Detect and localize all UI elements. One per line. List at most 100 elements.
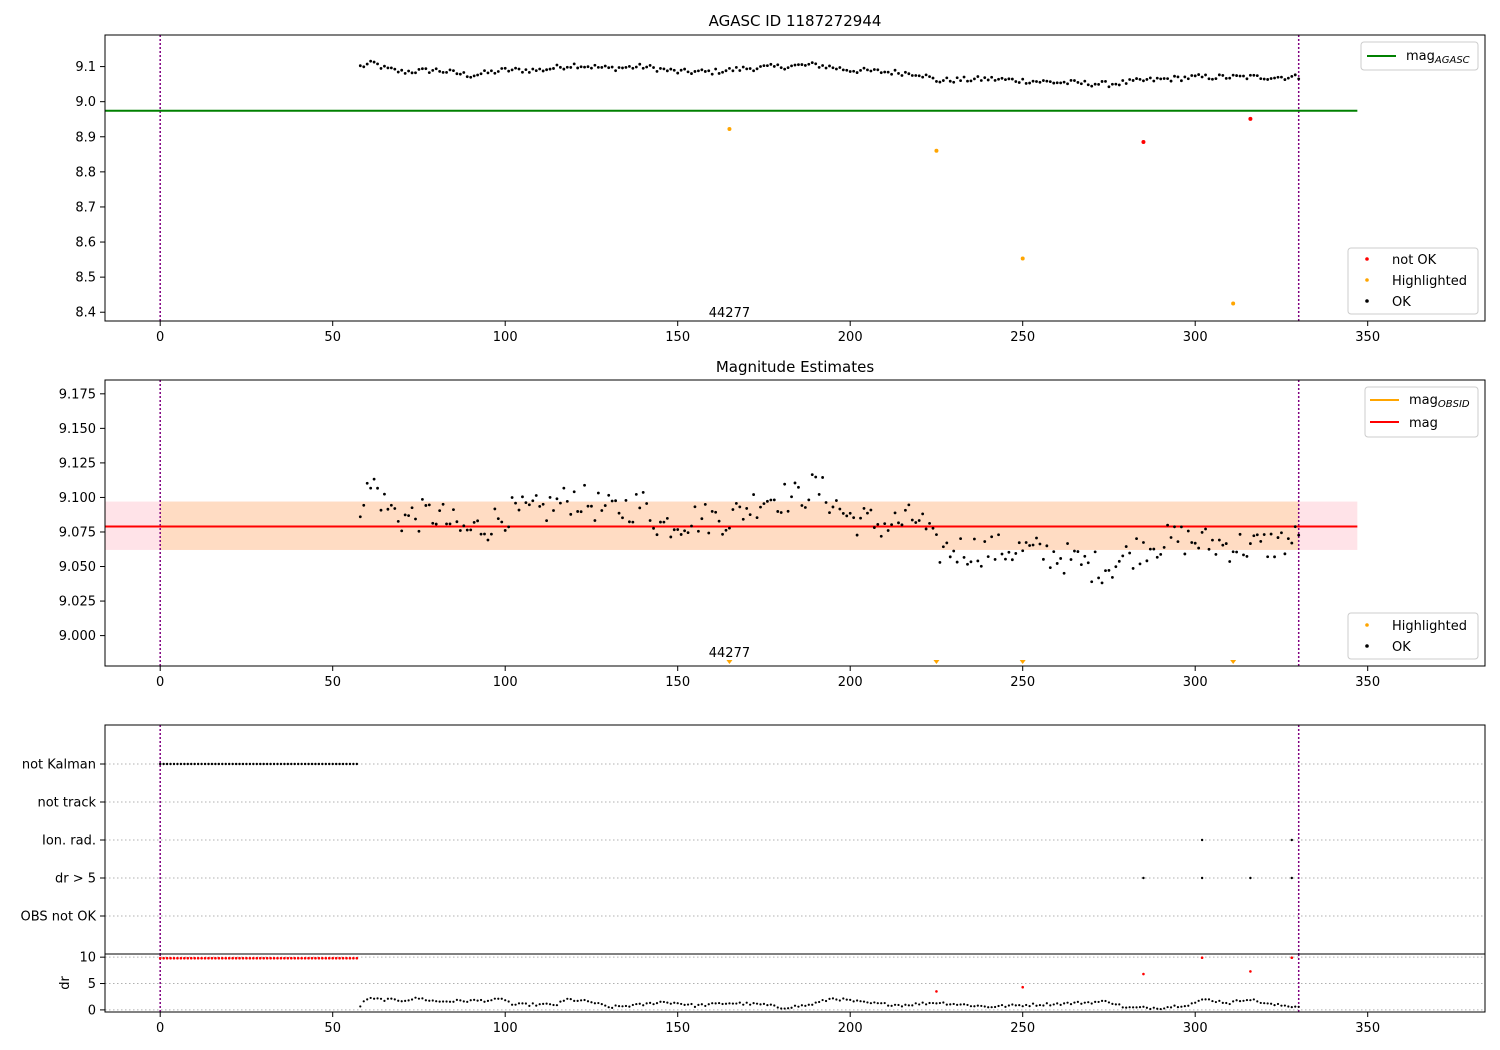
agasc-ok-point xyxy=(924,73,928,77)
dr-ok-point xyxy=(887,1004,890,1007)
agasc-ok-point xyxy=(731,69,735,73)
agasc-ok-point xyxy=(1290,75,1294,78)
dr-ok-point xyxy=(466,1000,469,1003)
agasc-ok-point xyxy=(579,65,583,69)
est-ok-point xyxy=(693,505,697,509)
dr-ok-point xyxy=(883,1001,886,1005)
agasc-ok-point xyxy=(941,79,945,82)
agasc-ok-point xyxy=(1276,75,1280,79)
agasc-ok-point xyxy=(862,66,866,70)
agasc-ok-point xyxy=(431,69,435,72)
dr-ok-point xyxy=(621,1005,624,1008)
dr-ok-point xyxy=(1063,1002,1066,1005)
dr-ok-point xyxy=(969,1005,973,1008)
est-ok-point xyxy=(838,507,842,511)
dr-ok-point xyxy=(1121,1006,1124,1009)
agasc-ok-point xyxy=(1007,77,1011,81)
dr-ok-point xyxy=(1056,1002,1059,1005)
legend-mag-label: mag xyxy=(1409,416,1438,431)
est-ok-point xyxy=(1166,523,1169,527)
agasc-ok-point xyxy=(458,72,462,76)
flag-row-label: Ion. rad. xyxy=(42,834,96,849)
est-ok-point xyxy=(1152,547,1156,551)
agasc-ok-point xyxy=(1097,82,1100,86)
est-ok-point xyxy=(1266,555,1270,559)
dr-ok-point xyxy=(990,1006,993,1009)
dr-ok-point xyxy=(479,998,483,1002)
dr-not-ok-point xyxy=(334,956,338,960)
agasc-ok-point xyxy=(1021,77,1025,81)
dr-ok-point xyxy=(1094,1000,1097,1003)
dr-ok-point xyxy=(600,1002,603,1006)
dr-ok-point xyxy=(500,997,503,1000)
dr-y-axis-label: dr xyxy=(58,976,73,990)
dr-ok-point xyxy=(856,999,859,1002)
dr-ok-point xyxy=(1207,998,1211,1001)
dr-ok-point xyxy=(669,1002,672,1005)
est-ok-point xyxy=(500,520,504,524)
dr-not-ok-point xyxy=(214,956,217,960)
dr-ok-point xyxy=(935,1002,938,1005)
agasc-ok-point xyxy=(1162,77,1166,80)
agasc-ok-point xyxy=(1197,73,1201,76)
agasc-ok-point xyxy=(1000,76,1004,80)
agasc-ok-point xyxy=(600,66,604,69)
agasc-ok-point xyxy=(1183,75,1187,79)
dr-ok-point xyxy=(821,998,824,1002)
dr-ok-point xyxy=(828,997,831,1001)
dr-ok-point xyxy=(542,1002,545,1005)
est-ok-point xyxy=(790,495,793,499)
agasc-ok-point xyxy=(1086,83,1090,87)
est-ok-point xyxy=(917,519,921,522)
dr-ok-point xyxy=(1232,1000,1235,1003)
dr-ok-point xyxy=(490,999,493,1002)
dr-ok-point xyxy=(645,1002,648,1005)
dr-not-ok-point xyxy=(245,956,248,960)
dr-ok-point xyxy=(455,998,458,1001)
flag-point xyxy=(265,762,269,766)
est-ok-point xyxy=(1028,544,1031,547)
agasc-ok-point xyxy=(438,69,442,73)
flag-point xyxy=(293,762,296,766)
est-y-tick-label: 9.000 xyxy=(59,629,96,644)
dr-ok-point xyxy=(945,1003,948,1006)
dr-x-tick-label: 50 xyxy=(324,1021,341,1036)
legend-mag-agasc-subscript: AGASC xyxy=(1434,55,1470,66)
agasc-ok-point xyxy=(821,64,824,67)
dr-ok-point xyxy=(383,999,386,1002)
agasc-ok-point xyxy=(893,68,897,72)
dr-ok-point xyxy=(604,1004,607,1007)
est-ok-point xyxy=(890,523,893,527)
dr-not-ok-point xyxy=(183,956,186,960)
dr-ok-point xyxy=(635,1002,638,1006)
est-ok-point xyxy=(465,528,469,532)
agasc-ok-point xyxy=(386,66,390,70)
agasc-ok-point xyxy=(590,66,593,70)
flag-point xyxy=(303,762,307,766)
dr-ok-point xyxy=(873,1001,876,1004)
dr-ok-point xyxy=(1225,1001,1228,1005)
est-y-tick-label: 9.075 xyxy=(59,525,96,540)
dr-not-ok-point xyxy=(221,956,224,960)
agasc-ok-point xyxy=(979,79,983,82)
dr-ok-point xyxy=(790,1006,793,1009)
flag-point xyxy=(193,762,196,766)
agasc-ok-point xyxy=(1048,80,1052,83)
dr-ok-point xyxy=(1052,1003,1055,1006)
est-ok-point xyxy=(1121,554,1125,558)
est-ok-point xyxy=(600,509,604,512)
dr-ok-point xyxy=(521,1002,524,1005)
est-ok-point xyxy=(852,516,856,520)
dr-ok-point xyxy=(614,1004,617,1007)
dr-ok-point xyxy=(1187,1004,1190,1007)
dr-ok-point xyxy=(762,1002,766,1006)
dr-not-ok-point xyxy=(241,956,245,960)
dr-ok-point xyxy=(1076,1000,1079,1003)
agasc-ok-point xyxy=(1249,73,1252,77)
agasc-ok-point xyxy=(607,66,611,70)
dr-not-ok-point xyxy=(262,956,266,960)
est-ok-point xyxy=(748,513,752,517)
est-ok-point xyxy=(983,540,987,543)
agasc-ok-point xyxy=(628,64,631,68)
